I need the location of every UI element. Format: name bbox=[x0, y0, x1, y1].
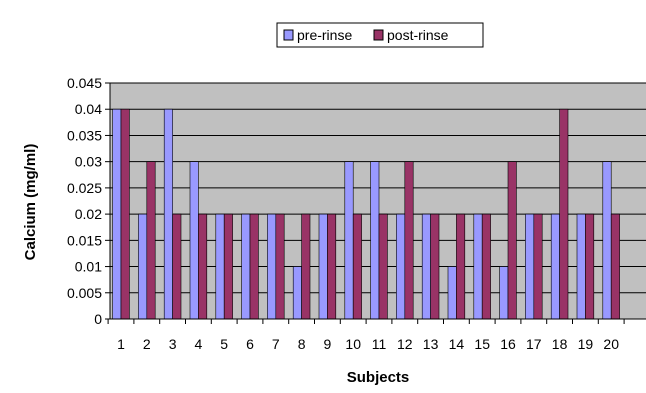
legend-label-pre-rinse: pre-rinse bbox=[297, 27, 352, 43]
bar-post-rinse-19 bbox=[585, 213, 595, 320]
bar-post-rinse-17 bbox=[533, 213, 543, 320]
x-tick-label: 2 bbox=[143, 336, 151, 352]
x-tick-label: 6 bbox=[246, 336, 254, 352]
x-tick-label: 20 bbox=[603, 336, 619, 352]
x-axis-title: Subjects bbox=[347, 369, 410, 386]
bar-post-rinse-3 bbox=[172, 213, 182, 320]
y-tick-label: 0.025 bbox=[67, 180, 102, 196]
legend-swatch-post-rinse bbox=[373, 29, 384, 41]
bar-pre-rinse-13 bbox=[421, 213, 431, 320]
y-tick-label: 0.005 bbox=[67, 285, 102, 301]
x-tick-label: 9 bbox=[324, 336, 332, 352]
y-tick-label: 0.01 bbox=[75, 259, 102, 275]
y-axis-title: Calcium (mg/ml) bbox=[22, 144, 39, 261]
legend-label-post-rinse: post-rinse bbox=[387, 27, 449, 43]
bar-post-rinse-5 bbox=[223, 213, 233, 320]
x-tick-label: 1 bbox=[117, 336, 125, 352]
bar-post-rinse-18 bbox=[559, 108, 569, 320]
x-tick-label: 8 bbox=[298, 336, 306, 352]
y-tick-label: 0.035 bbox=[67, 127, 102, 143]
bar-post-rinse-9 bbox=[327, 213, 337, 320]
bar-post-rinse-16 bbox=[507, 161, 517, 320]
x-tick-labels: 1 2 3 4 5 6 7 8 9 10 11 12 13 14 15 16 17 18 19 20 bbox=[117, 336, 619, 352]
bar-pre-rinse-11 bbox=[370, 161, 380, 320]
bar-pre-rinse-20 bbox=[602, 161, 612, 320]
bar-post-rinse-14 bbox=[456, 213, 466, 320]
bar-pre-rinse-10 bbox=[344, 161, 354, 320]
bar-pre-rinse-8 bbox=[292, 266, 302, 320]
bar-pre-rinse-19 bbox=[576, 213, 586, 320]
x-tick-label: 10 bbox=[345, 336, 361, 352]
x-tick-label: 17 bbox=[526, 336, 542, 352]
legend-swatch-pre-rinse bbox=[283, 29, 294, 41]
bar-pre-rinse-1 bbox=[112, 108, 122, 320]
x-tick-label: 12 bbox=[397, 336, 413, 352]
bar-post-rinse-13 bbox=[430, 213, 440, 320]
x-tick-label: 3 bbox=[169, 336, 177, 352]
bar-pre-rinse-6 bbox=[241, 213, 251, 320]
y-tick-label: 0.015 bbox=[67, 232, 102, 248]
bar-pre-rinse-16 bbox=[499, 266, 509, 320]
bar-post-rinse-4 bbox=[198, 213, 208, 320]
bar-post-rinse-11 bbox=[378, 213, 388, 320]
x-tick-label: 11 bbox=[372, 336, 387, 352]
bar-pre-rinse-12 bbox=[396, 213, 406, 320]
x-tick-label: 7 bbox=[272, 336, 280, 352]
y-tick-label: 0.03 bbox=[75, 154, 102, 170]
x-tick-label: 18 bbox=[552, 336, 568, 352]
x-tick-label: 15 bbox=[474, 336, 490, 352]
axes bbox=[105, 82, 646, 324]
bar-pre-rinse-7 bbox=[267, 213, 277, 320]
bar-post-rinse-15 bbox=[481, 213, 491, 320]
bar-pre-rinse-18 bbox=[550, 213, 560, 320]
bar-pre-rinse-14 bbox=[447, 266, 457, 320]
y-tick-label: 0.02 bbox=[75, 206, 102, 222]
bar-pre-rinse-17 bbox=[525, 213, 535, 320]
y-tick-label: 0.04 bbox=[75, 101, 102, 117]
bar-post-rinse-1 bbox=[120, 108, 130, 320]
y-tick-labels: 0 0.005 0.01 0.015 0.02 0.025 0.03 0.035 0.04 0.0… bbox=[67, 75, 102, 327]
bar-pre-rinse-2 bbox=[138, 213, 148, 320]
x-tick-label: 16 bbox=[500, 336, 516, 352]
bar-post-rinse-12 bbox=[404, 161, 414, 320]
y-tick-label: 0.045 bbox=[67, 75, 102, 91]
x-tick-label: 14 bbox=[449, 336, 465, 352]
x-tick-label: 5 bbox=[220, 336, 228, 352]
bar-post-rinse-6 bbox=[249, 213, 259, 320]
bars bbox=[112, 108, 620, 320]
bar-pre-rinse-3 bbox=[163, 108, 173, 320]
x-tick-label: 13 bbox=[423, 336, 439, 352]
bar-post-rinse-10 bbox=[352, 213, 362, 320]
x-tick-label: 4 bbox=[195, 336, 203, 352]
x-tick-label: 19 bbox=[578, 336, 594, 352]
bar-pre-rinse-4 bbox=[189, 161, 199, 320]
y-tick-label: 0 bbox=[94, 311, 102, 327]
bar-post-rinse-20 bbox=[610, 213, 620, 320]
bar-post-rinse-2 bbox=[146, 161, 156, 320]
bar-post-rinse-8 bbox=[301, 213, 311, 320]
bar-pre-rinse-15 bbox=[473, 213, 483, 320]
bar-post-rinse-7 bbox=[275, 213, 285, 320]
bar-pre-rinse-5 bbox=[215, 213, 225, 320]
bar-pre-rinse-9 bbox=[318, 213, 328, 320]
legend: pre-rinse post-rinse bbox=[276, 22, 484, 48]
